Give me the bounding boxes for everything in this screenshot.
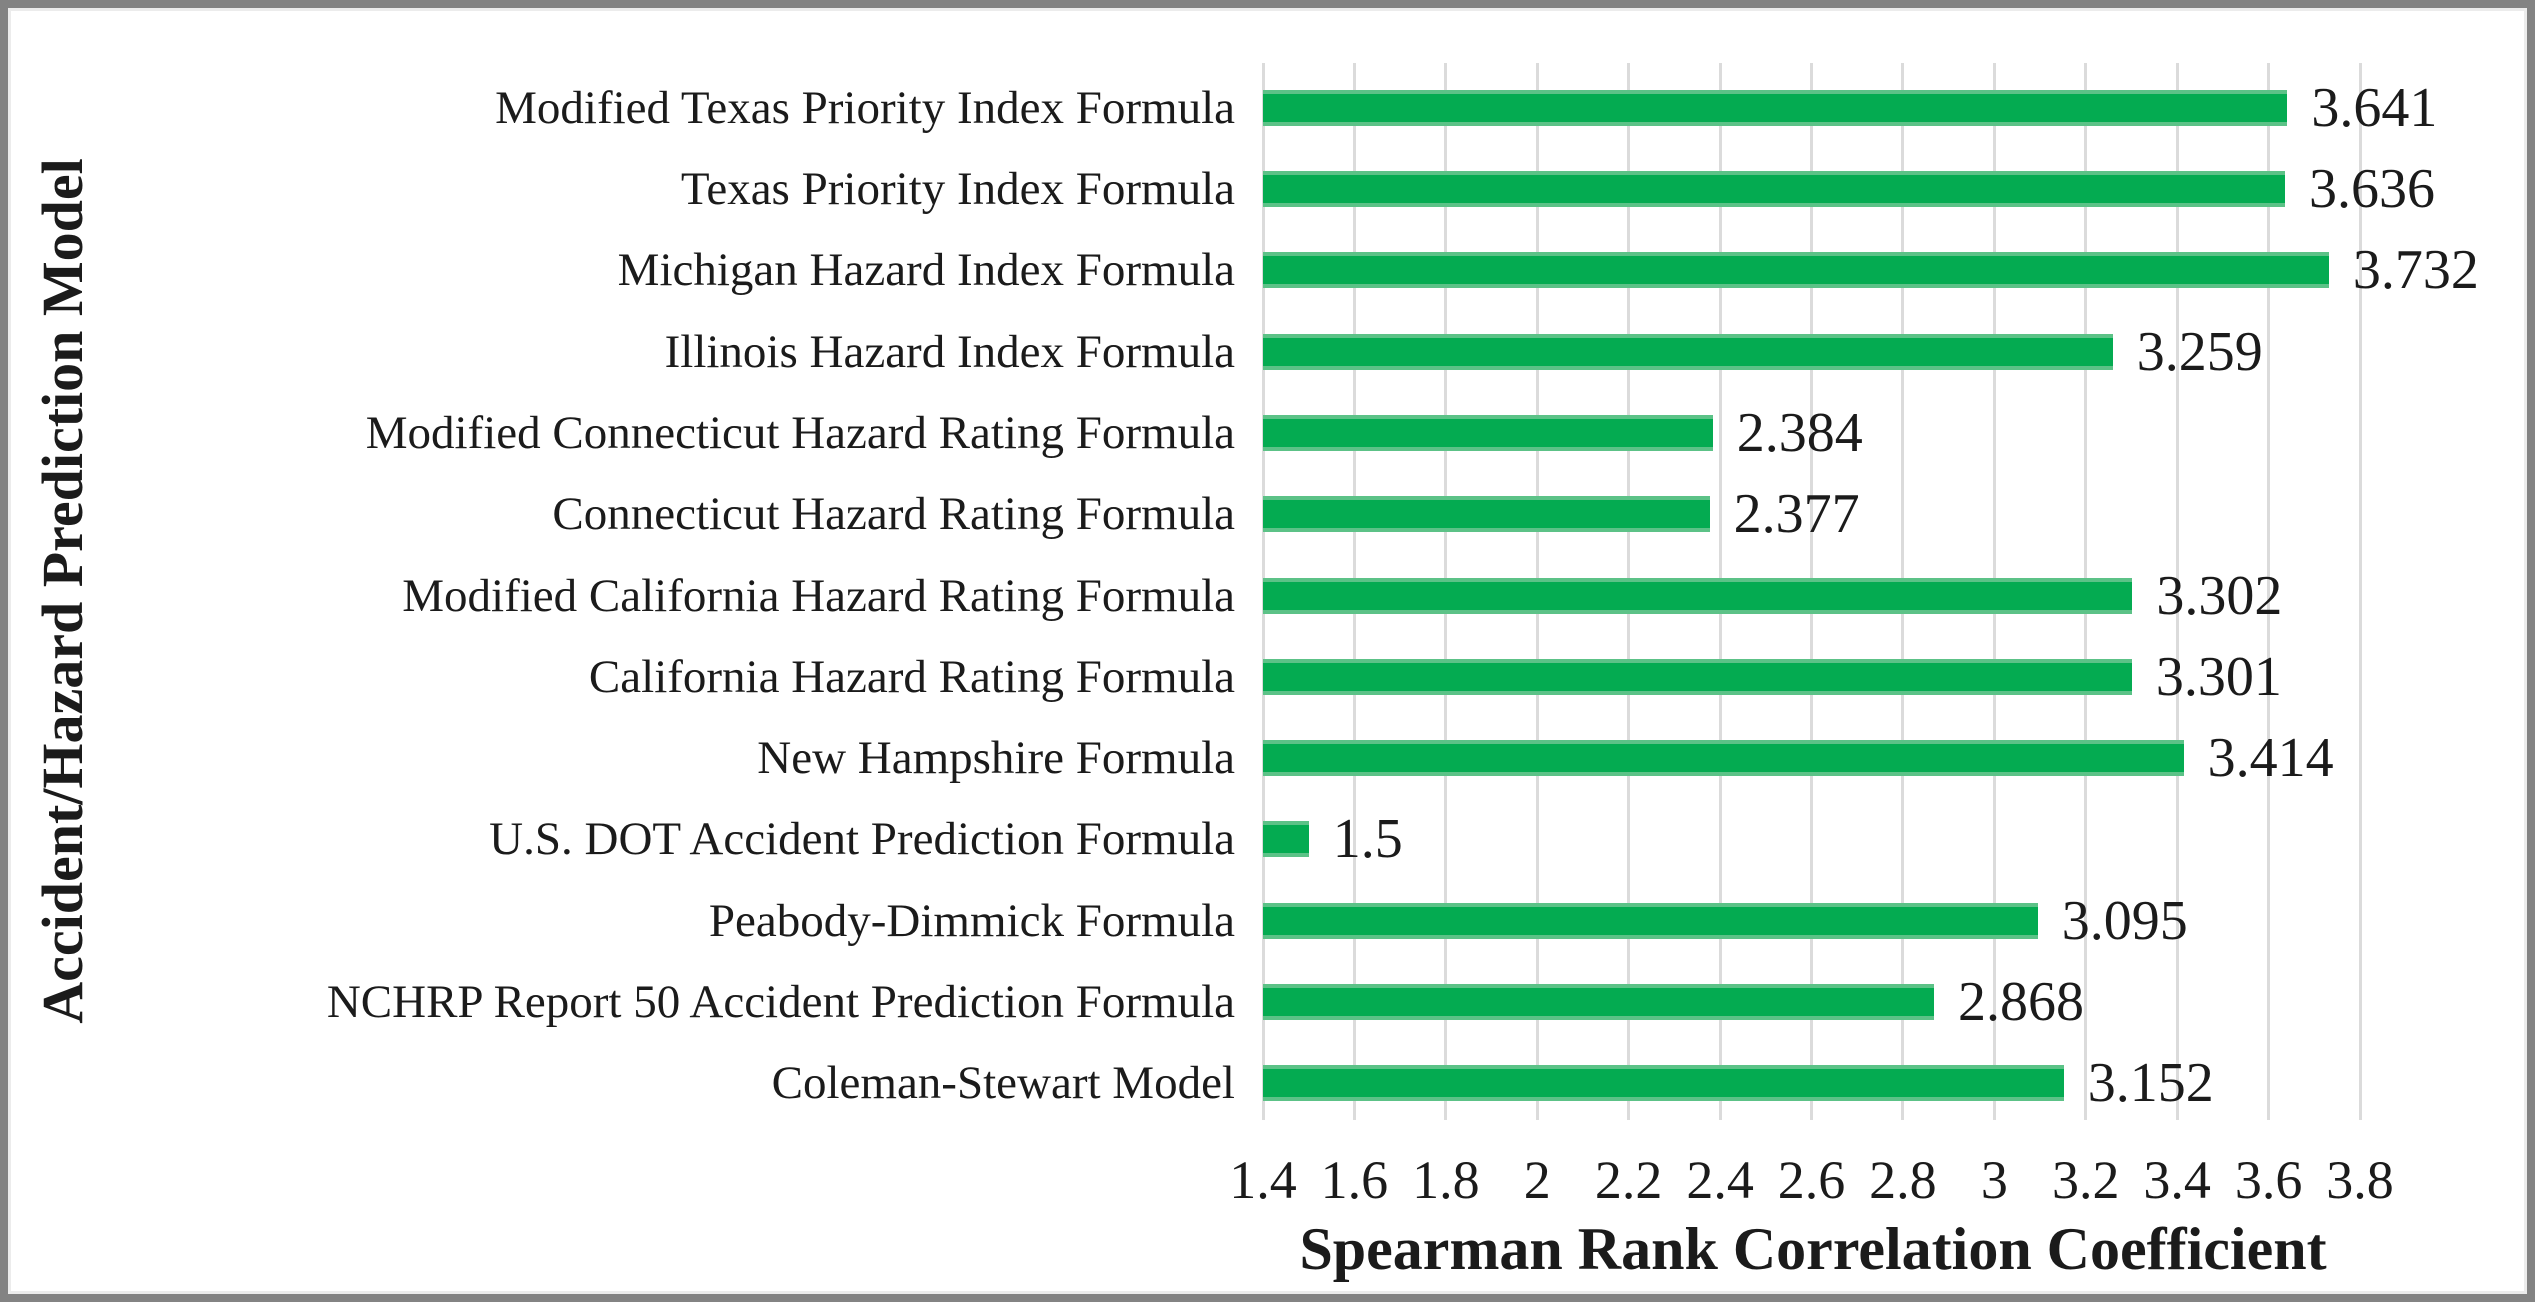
bar-value-label: 1.5 bbox=[1332, 808, 1403, 871]
gridline bbox=[1444, 63, 1448, 1120]
bar-2 bbox=[1263, 170, 2286, 207]
x-tick-label: 1.6 bbox=[1320, 1150, 1389, 1210]
bar-10 bbox=[1263, 821, 1309, 858]
x-axis-tick-labels: 1.4 1.6 1.8 2 2.2 2.4 2.6 2.8 3 3.2 3.4 3.6 3.8 bbox=[8, 8, 2535, 1310]
bar-value-label: 3.636 bbox=[2309, 157, 2436, 220]
category-label: Coleman-Stewart Model bbox=[771, 1057, 1235, 1110]
bar-value-label: 3.301 bbox=[2155, 645, 2282, 708]
bar-value-label: 2.377 bbox=[1733, 483, 1860, 546]
bar-value-label: 3.732 bbox=[2352, 239, 2479, 302]
bar-1 bbox=[1263, 89, 2288, 126]
bar-value-label: 2.868 bbox=[1957, 971, 2084, 1034]
bar-11 bbox=[1263, 902, 2038, 939]
x-tick-label: 3.6 bbox=[2234, 1150, 2303, 1210]
bar-7 bbox=[1263, 577, 2133, 614]
bar-value-label: 3.152 bbox=[2087, 1052, 2214, 1115]
x-tick-label: 3.4 bbox=[2143, 1150, 2211, 1210]
category-label: U.S. DOT Accident Prediction Formula bbox=[489, 813, 1235, 866]
category-label: Modified California Hazard Rating Formul… bbox=[402, 569, 1235, 622]
gridline bbox=[2084, 63, 2088, 1120]
category-label: Texas Priority Index Formula bbox=[680, 162, 1235, 215]
bar-value-label: 2.384 bbox=[1736, 401, 1863, 464]
gridline bbox=[1810, 63, 1813, 1120]
gridline bbox=[1992, 63, 1996, 1120]
x-tick-label: 2.8 bbox=[1869, 1150, 1937, 1210]
bar-9 bbox=[1263, 740, 2184, 777]
category-label: NCHRP Report 50 Accident Prediction Form… bbox=[326, 976, 1235, 1029]
category-label: Peabody-Dimmick Formula bbox=[708, 894, 1235, 947]
gridline bbox=[2358, 63, 2362, 1120]
x-tick-label: 3 bbox=[1980, 1150, 2008, 1210]
gridline bbox=[1901, 63, 1905, 1120]
x-tick-label: 2.6 bbox=[1777, 1150, 1846, 1210]
category-label: Modified Connecticut Hazard Rating Formu… bbox=[365, 406, 1235, 459]
gridline-layer bbox=[8, 8, 2535, 1310]
category-label: California Hazard Rating Formula bbox=[588, 650, 1235, 703]
gridline bbox=[1627, 63, 1631, 1120]
gridline bbox=[1718, 63, 1722, 1120]
category-label: Connecticut Hazard Rating Formula bbox=[552, 488, 1235, 541]
bar-12 bbox=[1263, 984, 1934, 1021]
bar-13 bbox=[1263, 1065, 2064, 1102]
bar-value-label: 3.259 bbox=[2136, 320, 2263, 383]
gridline bbox=[2267, 63, 2271, 1120]
x-tick-label: 2.2 bbox=[1594, 1150, 1663, 1210]
x-tick-label: 1.8 bbox=[1412, 1150, 1480, 1210]
bar-value-label: 3.095 bbox=[2061, 889, 2188, 952]
gridline bbox=[1535, 63, 1539, 1120]
x-tick-label: 3.8 bbox=[2326, 1150, 2394, 1210]
gridline bbox=[1261, 63, 1265, 1120]
bar-value-label: 3.302 bbox=[2156, 564, 2283, 627]
bar-series: 3.641 3.636 3.732 3.259 2.384 2.377 3.302 3.301… bbox=[8, 8, 2535, 1310]
y-axis-title: Accident/Hazard Prediction Model bbox=[30, 158, 95, 1024]
gridline bbox=[1352, 63, 1356, 1120]
category-label: Illinois Hazard Index Formula bbox=[664, 325, 1235, 378]
bar-6 bbox=[1263, 496, 1710, 533]
category-axis-labels: Modified Texas Priority Index Formula Tex… bbox=[8, 8, 2535, 1310]
bar-8 bbox=[1263, 658, 2132, 695]
category-label: Modified Texas Priority Index Formula bbox=[495, 81, 1235, 134]
bar-3 bbox=[1263, 252, 2329, 289]
x-tick-label: 2 bbox=[1523, 1150, 1551, 1210]
bar-value-label: 3.414 bbox=[2207, 727, 2334, 790]
x-axis-title: Spearman Rank Correlation Coefficient bbox=[1299, 1216, 2327, 1282]
x-tick-label: 3.2 bbox=[2052, 1150, 2120, 1210]
gridline bbox=[2175, 63, 2179, 1120]
bar-4 bbox=[1263, 333, 2113, 370]
category-label: Michigan Hazard Index Formula bbox=[617, 244, 1235, 297]
category-label: New Hampshire Formula bbox=[757, 732, 1235, 785]
x-tick-label: 2.4 bbox=[1686, 1150, 1754, 1210]
x-tick-label: 1.4 bbox=[1229, 1150, 1297, 1210]
bar-5 bbox=[1263, 414, 1713, 451]
bar-value-label: 3.641 bbox=[2311, 76, 2438, 139]
